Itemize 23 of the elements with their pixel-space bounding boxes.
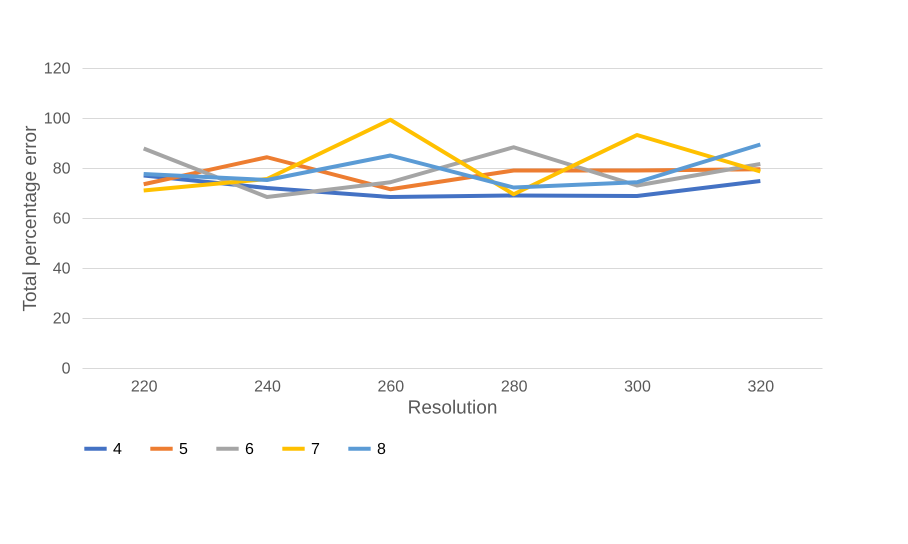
y-tick-label: 120 — [44, 60, 71, 78]
y-tick-label: 0 — [62, 360, 71, 378]
legend-label: 7 — [311, 440, 320, 458]
x-tick-label: 240 — [254, 378, 281, 396]
x-tick-label: 320 — [747, 378, 774, 396]
x-tick-label: 280 — [500, 378, 528, 396]
x-tick-label: 260 — [377, 378, 404, 396]
y-tick-label: 60 — [52, 210, 71, 228]
y-axis-title: Total percentage error — [20, 124, 41, 312]
line-series — [142, 118, 762, 196]
y-tick-label: 80 — [52, 160, 71, 178]
legend-label: 4 — [113, 440, 122, 458]
y-tick-label: 100 — [44, 110, 71, 128]
legend-label: 5 — [179, 440, 188, 458]
y-tick-label: 40 — [52, 260, 71, 278]
legend-label: 6 — [245, 440, 254, 458]
x-tick-label: 300 — [624, 378, 651, 396]
legend-label: 8 — [377, 440, 386, 458]
x-tick-label: 220 — [130, 378, 158, 396]
x-axis-title: Resolution — [408, 398, 498, 418]
line-series — [142, 145, 762, 199]
line-series — [142, 142, 762, 190]
y-tick-label: 20 — [52, 310, 71, 328]
